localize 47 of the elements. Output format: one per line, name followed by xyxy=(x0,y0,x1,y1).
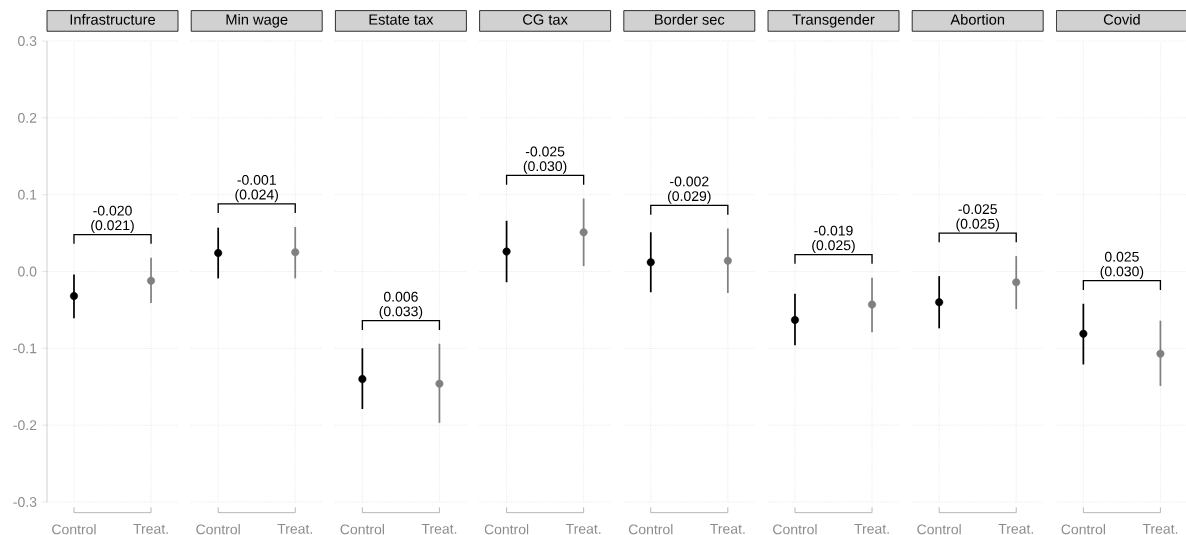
annotation: (0.024) xyxy=(235,189,279,203)
x-tick-label: Treat. xyxy=(133,524,168,534)
x-tick-label: Control xyxy=(773,524,817,535)
x-tick-label: Treat. xyxy=(421,524,457,534)
annotation: -0.025 xyxy=(958,204,997,215)
chart-title: CG tax xyxy=(523,14,568,25)
x-tick-label: Treat. xyxy=(277,524,312,534)
annotation: -0.020 xyxy=(93,205,132,216)
annotation: 0.006 xyxy=(383,291,418,302)
x-tick-label: Control xyxy=(196,524,240,535)
x-tick-label: Control xyxy=(52,524,96,535)
y-tick-label: 0.0 xyxy=(18,266,37,277)
annotation: (0.025) xyxy=(956,218,999,232)
chart-title: Estate tax xyxy=(369,14,434,25)
x-tick-label: Control xyxy=(1061,524,1105,535)
y-tick-label: -0.2 xyxy=(13,420,37,431)
x-tick-label: Control xyxy=(917,524,961,535)
x-tick-label: Treat. xyxy=(1142,524,1178,534)
x-tick-label: Treat. xyxy=(565,524,601,534)
x-tick-label: Treat. xyxy=(710,524,745,534)
annotation: -0.001 xyxy=(237,174,276,185)
x-tick-label: Control xyxy=(628,524,673,535)
chart-title: Transgender xyxy=(792,13,875,28)
x-tick-label: Control xyxy=(340,524,384,535)
annotation: (0.030) xyxy=(523,160,567,174)
annotation: -0.002 xyxy=(670,176,709,187)
chart-title: Min wage xyxy=(226,13,288,28)
y-tick-label: 0.1 xyxy=(18,189,37,200)
annotation: -0.019 xyxy=(814,225,853,236)
annotation: (0.030) xyxy=(1100,266,1144,280)
annotation: -0.025 xyxy=(525,146,565,157)
y-tick-label: -0.3 xyxy=(13,497,37,507)
annotation: (0.025) xyxy=(812,239,855,253)
x-tick-label: Control xyxy=(484,524,529,535)
y-tick-label: 0.2 xyxy=(18,112,37,123)
y-tick-label: -0.1 xyxy=(13,343,37,354)
chart-title: Infrastructure xyxy=(70,13,156,25)
chart-title: Abortion xyxy=(950,13,1005,25)
annotation: (0.021) xyxy=(91,219,134,234)
chart-title: Covid xyxy=(1103,13,1140,25)
annotation: (0.029) xyxy=(667,190,711,204)
x-tick-label: Treat. xyxy=(854,524,889,534)
annotation: (0.033) xyxy=(379,306,423,320)
annotation: 0.025 xyxy=(1104,251,1139,262)
chart-title: Border sec xyxy=(655,13,725,25)
y-tick-label: 0.3 xyxy=(18,36,37,46)
x-tick-label: Treat. xyxy=(998,524,1033,534)
